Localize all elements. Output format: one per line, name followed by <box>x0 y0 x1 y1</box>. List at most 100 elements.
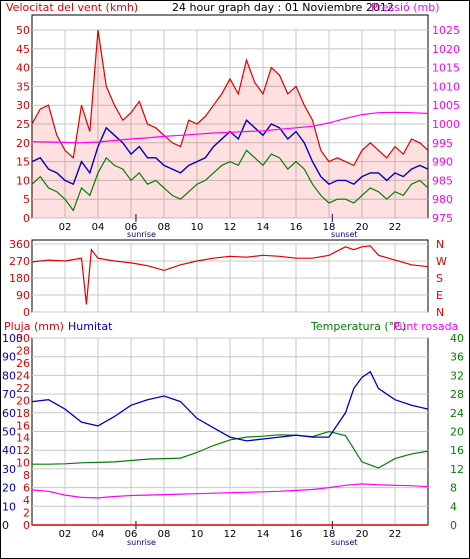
sunrise-label-top: sunrise <box>127 230 156 239</box>
wind-axis-tick: 30 <box>16 99 30 112</box>
x-tick-label: 18 <box>323 529 336 540</box>
humidity-axis-tick: 10 <box>2 500 16 513</box>
rain-axis-tick: 8 <box>23 469 30 482</box>
dew-title: Punt rosada <box>393 320 458 333</box>
wind-axis-tick: 35 <box>16 80 30 93</box>
rain-axis-tick: 28 <box>16 344 30 357</box>
x-tick-label: 12 <box>224 222 237 233</box>
pressure-axis-tick: 1020 <box>432 43 460 56</box>
humidity-axis-tick: 90 <box>2 351 16 364</box>
rain-axis-tick: 6 <box>23 482 30 495</box>
pressure-axis-tick: 1010 <box>432 80 460 93</box>
temperature-line <box>32 430 429 469</box>
direction-axis-tick: 180 <box>9 272 30 285</box>
x-tick-label: 06 <box>125 529 138 540</box>
wind-title: Velocitat del vent (kmh) <box>6 1 138 14</box>
rain-axis-tick: 16 <box>16 419 30 432</box>
wind-axis-tick: 20 <box>16 137 30 150</box>
humidity-title: Humitat <box>68 320 113 333</box>
humidity-axis-tick: 70 <box>2 388 16 401</box>
humidity-line <box>31 370 429 442</box>
pressure-axis-tick: 1025 <box>432 24 460 37</box>
pressure-axis-tick: 980 <box>432 193 453 206</box>
direction-axis-tick: 360 <box>9 238 30 251</box>
compass-tick: N <box>436 306 444 319</box>
humidity-axis-tick: 60 <box>2 407 16 420</box>
x-tick-label: 20 <box>356 222 369 233</box>
humidity-axis-tick: 20 <box>2 482 16 495</box>
wind-speed-line <box>31 119 429 186</box>
x-tick-label: 12 <box>224 529 237 540</box>
rain-axis-tick: 20 <box>16 394 30 407</box>
temp-axis-tick: 32 <box>450 369 464 382</box>
rain-axis-tick: 18 <box>16 407 30 420</box>
humidity-axis-tick: 80 <box>2 369 16 382</box>
wind-axis-tick: 5 <box>23 193 30 206</box>
humidity-axis-tick: 100 <box>2 332 23 345</box>
x-tick-label: 10 <box>191 222 204 233</box>
temp-axis-tick: 4 <box>450 500 457 513</box>
pressure-axis-tick: 1005 <box>432 99 460 112</box>
rain-axis-tick: 2 <box>23 507 30 520</box>
x-tick-label: 16 <box>290 529 303 540</box>
x-tick-label: 02 <box>59 529 72 540</box>
pressure-axis-tick: 975 <box>432 212 453 225</box>
temp-axis-tick: 20 <box>450 426 464 439</box>
pressure-axis-tick: 1015 <box>432 62 460 75</box>
wind-axis-tick: 50 <box>16 24 30 37</box>
rain-axis-tick: 14 <box>16 432 30 445</box>
temp-axis-tick: 40 <box>450 332 464 345</box>
temp-axis-tick: 36 <box>450 351 464 364</box>
direction-axis-tick: 0 <box>23 306 30 319</box>
humidity-axis-tick: 0 <box>2 519 9 532</box>
main-title: 24 hour graph day : 01 Noviembre 2012 <box>172 1 394 14</box>
wind-axis-tick: 0 <box>23 212 30 225</box>
compass-tick: W <box>436 255 447 268</box>
rain-axis-tick: 30 <box>16 332 30 345</box>
temp-title: Temperatura (°C) <box>310 320 406 333</box>
sunset-label-top: sunset <box>331 230 358 239</box>
x-tick-label: 16 <box>290 222 303 233</box>
temp-axis-tick: 8 <box>450 482 457 495</box>
pressure-axis-tick: 995 <box>432 137 453 150</box>
pressure-axis-tick: 990 <box>432 156 453 169</box>
direction-axis-tick: 90 <box>16 289 30 302</box>
x-tick-label: 22 <box>389 222 402 233</box>
rain-axis-tick: 12 <box>16 444 30 457</box>
pressure-title: Pressió (mb) <box>371 1 440 14</box>
pressure-line <box>31 111 429 144</box>
gust-line <box>31 29 429 167</box>
rain-axis-tick: 0 <box>23 519 30 532</box>
x-tick-label: 06 <box>125 222 138 233</box>
pressure-axis-tick: 1000 <box>432 118 460 131</box>
rain-title: Pluja (mm) <box>4 320 64 333</box>
rain-axis-tick: 4 <box>23 494 30 507</box>
x-tick-label: 08 <box>158 222 171 233</box>
pressure-axis-tick: 985 <box>432 174 453 187</box>
wind-axis-tick: 40 <box>16 62 30 75</box>
direction-axis-tick: 270 <box>9 255 30 268</box>
wind-axis-tick: 15 <box>16 156 30 169</box>
x-tick-label: 22 <box>389 529 402 540</box>
x-tick-label: 18 <box>323 222 336 233</box>
temp-axis-tick: 24 <box>450 407 464 420</box>
mean-wind-line <box>31 149 429 212</box>
x-tick-label: 14 <box>257 222 270 233</box>
temp-axis-tick: 0 <box>450 519 457 532</box>
compass-tick: N <box>436 238 444 251</box>
rain-axis-tick: 26 <box>16 357 30 370</box>
rain-axis-tick: 24 <box>16 369 30 382</box>
rain-axis-tick: 22 <box>16 382 30 395</box>
direction-line <box>31 245 429 305</box>
x-tick-label: 10 <box>191 529 204 540</box>
x-tick-label: 08 <box>158 529 171 540</box>
wind-axis-tick: 25 <box>16 118 30 131</box>
x-tick-label: 04 <box>92 222 105 233</box>
wind-axis-tick: 45 <box>16 43 30 56</box>
temp-axis-tick: 28 <box>450 388 464 401</box>
x-tick-label: 14 <box>257 529 270 540</box>
compass-tick: S <box>436 272 443 285</box>
x-tick-label: 04 <box>92 529 105 540</box>
compass-tick: E <box>436 289 443 302</box>
